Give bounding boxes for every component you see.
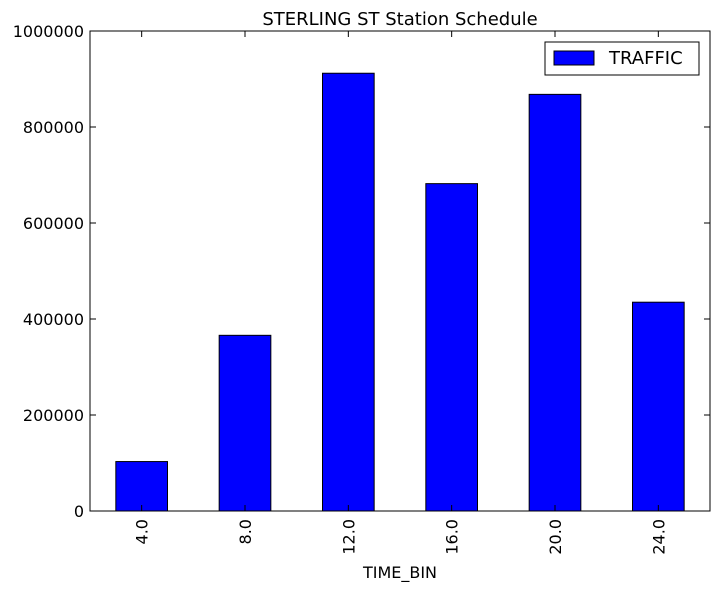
x-axis-label: TIME_BIN [362,563,437,583]
x-tick-label: 12.0 [339,519,358,555]
bar-20.0 [528,93,582,512]
bar-4.0 [115,461,168,512]
x-axis: 4.0 8.0 12.0 16.0 20.0 24.0 [133,31,668,555]
x-tick-label: 24.0 [649,519,668,555]
y-tick-label: 200000 [23,406,84,425]
bar-16.0 [425,183,478,512]
y-tick-label: 800000 [23,118,84,137]
chart-title: STERLING ST Station Schedule [262,9,537,30]
y-tick-label: 600000 [23,214,84,233]
bar-8.0 [218,334,272,512]
x-tick-label: 4.0 [133,519,152,544]
bars-layer [115,72,685,512]
y-tick-label: 1000000 [13,22,84,41]
legend: TRAFFIC [544,41,700,76]
bar-24.0 [632,301,685,512]
y-axis: 0 200000 400000 600000 800000 1000000 [13,22,710,521]
x-tick-label: 16.0 [443,519,462,555]
y-tick-label: 400000 [23,310,84,329]
legend-swatch-traffic [553,50,595,66]
bar-12.0 [322,72,375,512]
legend-label-traffic: TRAFFIC [608,48,683,69]
plot-frame [89,30,711,512]
y-tick-label: 0 [74,502,84,521]
x-tick-label: 8.0 [236,519,255,544]
x-tick-label: 20.0 [546,519,565,555]
